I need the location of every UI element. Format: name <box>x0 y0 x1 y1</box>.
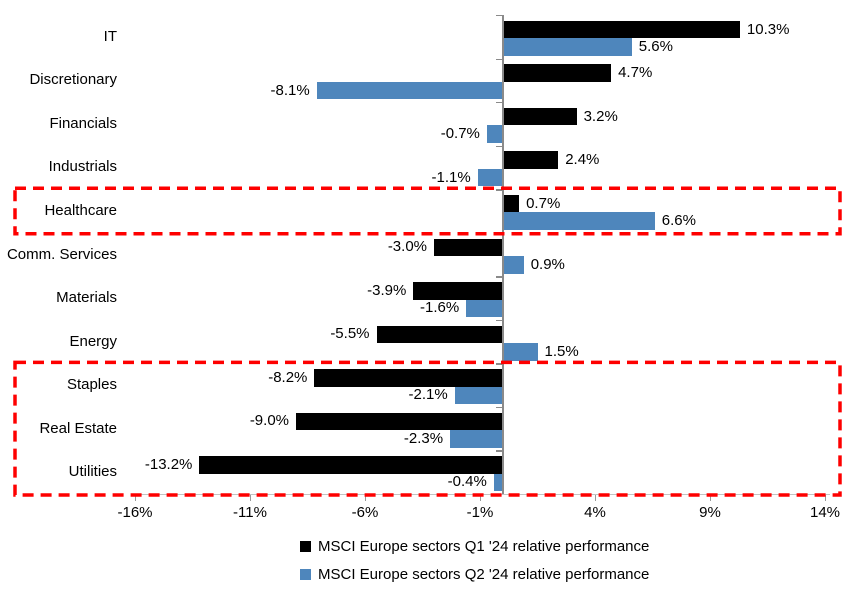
value-label: 0.9% <box>530 255 565 273</box>
category-axis-tick <box>496 15 502 17</box>
value-label: -2.1% <box>408 386 448 404</box>
bar-q2 <box>450 430 503 448</box>
bar-q2 <box>503 256 524 274</box>
category-axis-tick <box>496 450 502 452</box>
bar-q1 <box>413 282 503 300</box>
legend-marker-q2-icon <box>300 568 311 580</box>
x-axis-tick <box>710 495 712 501</box>
x-axis-tick-label: -6% <box>351 504 379 521</box>
value-label: -8.1% <box>270 81 310 99</box>
value-label: -3.0% <box>387 238 427 256</box>
legend-item-q1: MSCI Europe sectors Q1 '24 relative perf… <box>300 537 649 555</box>
value-label: -1.6% <box>420 299 460 317</box>
category-axis-tick <box>496 406 502 409</box>
value-label: 6.6% <box>661 212 696 230</box>
x-axis-tick <box>365 495 367 501</box>
value-label: 2.4% <box>565 151 600 169</box>
bar-q2 <box>316 81 503 100</box>
value-label: 5.6% <box>638 38 673 56</box>
x-axis-line <box>135 494 830 496</box>
category-axis-tick <box>496 145 502 148</box>
category-label: Real Estate <box>39 419 117 437</box>
value-label: 1.5% <box>544 342 579 360</box>
bar-q2 <box>477 168 503 187</box>
bar-q1 <box>376 325 503 344</box>
value-label: -1.1% <box>431 168 471 186</box>
category-label: IT <box>103 27 117 45</box>
category-axis-tick <box>496 102 502 104</box>
category-label: Financials <box>49 114 117 132</box>
bar-q2 <box>503 212 655 230</box>
value-label: -13.2% <box>144 455 193 473</box>
x-axis-tick-label: -1% <box>466 504 494 521</box>
category-label: Discretionary <box>29 71 117 89</box>
x-axis-tick <box>825 495 827 501</box>
bar-q2 <box>486 125 503 143</box>
x-axis-tick-label: 4% <box>584 504 606 521</box>
category-axis-tick <box>496 232 502 235</box>
x-axis-tick <box>480 495 482 501</box>
value-label: -2.3% <box>403 429 444 447</box>
bar-q1 <box>314 369 503 387</box>
bar-q1 <box>434 238 503 256</box>
category-axis-tick <box>496 189 502 191</box>
bar-q1 <box>503 20 740 39</box>
value-label: 10.3% <box>746 20 790 38</box>
category-label: Comm. Services <box>6 245 117 263</box>
category-axis-tick <box>496 58 502 60</box>
bar-q1 <box>296 412 503 431</box>
bar-q1 <box>503 151 559 169</box>
x-axis-tick <box>595 495 597 501</box>
x-axis-tick <box>250 495 252 501</box>
legend-item-q2: MSCI Europe sectors Q2 '24 relative perf… <box>300 565 649 583</box>
value-label: -9.0% <box>249 412 289 430</box>
value-label: -0.7% <box>440 125 480 143</box>
value-label: -0.4% <box>447 473 487 491</box>
bar-q1 <box>503 194 520 213</box>
category-axis-tick <box>496 363 502 365</box>
value-label: 0.7% <box>526 194 561 212</box>
bar-q2 <box>466 299 503 318</box>
chart-legend: MSCI Europe sectors Q1 '24 relative perf… <box>300 537 649 593</box>
bar-q1 <box>503 107 577 126</box>
legend-marker-q1-icon <box>300 540 311 552</box>
value-label: 3.2% <box>583 107 618 125</box>
bar-q1 <box>503 64 612 82</box>
x-axis-tick-label: -11% <box>233 504 267 521</box>
category-label: Healthcare <box>44 201 117 219</box>
category-label: Utilities <box>68 463 117 481</box>
bar-q2 <box>503 38 632 56</box>
category-label: Staples <box>66 376 117 394</box>
category-axis-tick <box>496 276 502 278</box>
category-label: Materials <box>56 289 117 307</box>
bar-q1 <box>199 456 503 474</box>
value-label: 4.7% <box>618 64 653 82</box>
bar-q2 <box>503 343 538 361</box>
x-axis-tick-label: 14% <box>809 504 841 521</box>
value-label: -3.9% <box>367 281 407 299</box>
value-label: -8.2% <box>268 368 308 386</box>
value-label: -5.5% <box>330 325 370 343</box>
legend-label-q1: MSCI Europe sectors Q1 '24 relative perf… <box>318 537 650 555</box>
legend-label-q2: MSCI Europe sectors Q2 '24 relative perf… <box>318 565 650 583</box>
x-axis-tick-label: 9% <box>699 504 721 521</box>
highlight-box-1 <box>13 186 842 236</box>
x-axis-tick-label: -16% <box>117 504 153 521</box>
category-label: Industrials <box>48 158 117 176</box>
category-axis-tick <box>496 319 502 322</box>
category-label: Energy <box>69 332 117 350</box>
bar-q2 <box>454 386 503 405</box>
x-axis-tick <box>135 495 137 501</box>
y-axis-line <box>502 15 504 494</box>
